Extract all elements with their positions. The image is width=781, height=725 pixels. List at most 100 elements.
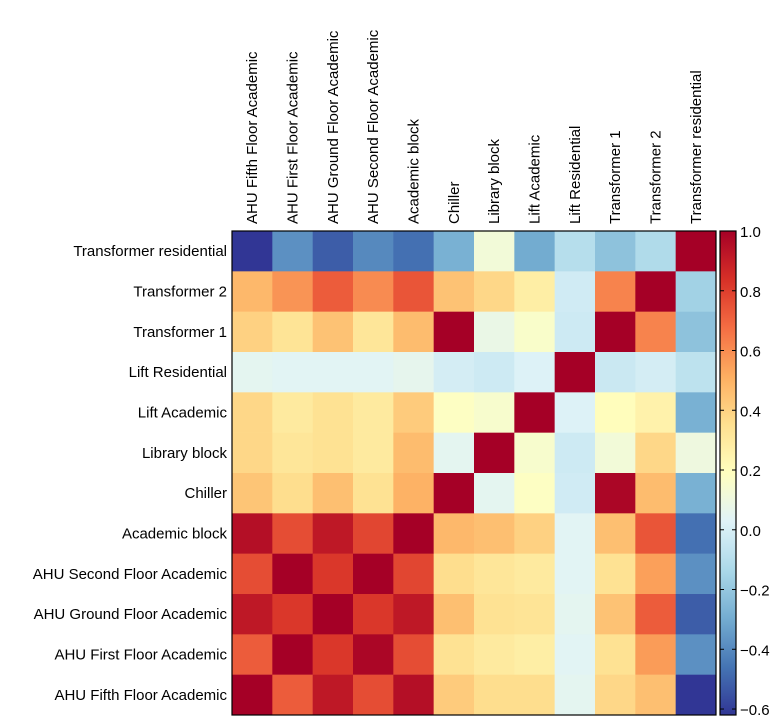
heatmap-cell (272, 352, 313, 393)
colorbar-tick-label: 0.6 (740, 344, 761, 361)
colorbar-tick-label: 0.4 (740, 403, 761, 420)
heatmap-cell (514, 231, 555, 272)
heatmap-cell (595, 352, 636, 393)
heatmap-cells (232, 231, 717, 716)
heatmap-cell (433, 473, 475, 514)
heatmap-cell (554, 513, 596, 554)
colorbar-ticks: 1.0 0.8 0.6 0.4 0.2 0.0 −0.2 −0.4 −0.6 (720, 224, 770, 719)
heatmap-cell (474, 271, 515, 312)
heatmap-cell (474, 473, 515, 514)
heatmap-cell (312, 674, 354, 716)
heatmap-cell (514, 271, 555, 312)
heatmap-cell (312, 594, 354, 635)
heatmap-cell (272, 432, 313, 474)
heatmap-cell (635, 311, 676, 353)
heatmap-cell (595, 392, 636, 433)
colorbar: 1.0 0.8 0.6 0.4 0.2 0.0 −0.2 −0.4 −0.6 (719, 224, 770, 719)
heatmap-cell (474, 553, 515, 595)
heatmap-cell (393, 473, 434, 514)
heatmap-cell (595, 231, 636, 272)
heatmap-cell (675, 432, 717, 474)
heatmap-cell (554, 271, 596, 312)
column-label: Academic block (406, 118, 423, 224)
heatmap-cell (312, 513, 354, 554)
heatmap-cell (232, 352, 273, 393)
heatmap-cell (312, 634, 354, 675)
column-label: Transformer 1 (607, 130, 624, 224)
heatmap-cell (433, 392, 475, 433)
heatmap-cell (554, 674, 596, 716)
heatmap-cell (514, 594, 555, 635)
colorbar-tick-label: −0.6 (740, 702, 770, 719)
heatmap-cell (433, 432, 475, 474)
row-label: Lift Academic (138, 405, 228, 422)
heatmap-cell (272, 271, 313, 312)
heatmap-cell (635, 674, 676, 716)
heatmap-cell (554, 473, 596, 514)
heatmap-cell (554, 231, 596, 272)
heatmap-cell (312, 231, 354, 272)
heatmap-cell (474, 432, 515, 474)
heatmap-cell (232, 231, 273, 272)
heatmap-cell (232, 271, 273, 312)
heatmap-cell (514, 513, 555, 554)
heatmap-cell (272, 311, 313, 353)
heatmap-cell (595, 432, 636, 474)
heatmap-cell (232, 473, 273, 514)
heatmap-cell (675, 352, 717, 393)
heatmap-cell (675, 553, 717, 595)
heatmap-cell (433, 594, 475, 635)
colorbar-tick-label: 0.2 (740, 463, 761, 480)
heatmap-cell (353, 473, 394, 514)
heatmap-cell (232, 634, 273, 675)
heatmap-cell (353, 311, 394, 353)
heatmap-cell (353, 513, 394, 554)
heatmap-cell (595, 674, 636, 716)
heatmap-cell (232, 513, 273, 554)
heatmap-cell (675, 231, 717, 272)
heatmap-cell (514, 432, 555, 474)
heatmap-cell (635, 392, 676, 433)
row-label: Academic block (122, 526, 228, 543)
heatmap-cell (353, 553, 394, 595)
heatmap-cell (595, 553, 636, 595)
heatmap-cell (393, 352, 434, 393)
heatmap-cell (554, 352, 596, 393)
heatmap-cell (433, 634, 475, 675)
column-label: AHU First Floor Academic (285, 51, 302, 224)
heatmap-cell (433, 674, 475, 716)
heatmap-cell (353, 674, 394, 716)
column-label: Chiller (446, 181, 463, 224)
heatmap-cell (272, 473, 313, 514)
column-label: AHU Second Floor Academic (365, 29, 382, 224)
heatmap-cell (353, 432, 394, 474)
heatmap-cell (353, 634, 394, 675)
heatmap-cell (353, 271, 394, 312)
colorbar-tick-label: 0.8 (740, 284, 761, 301)
heatmap-cell (635, 231, 676, 272)
heatmap-cell (232, 311, 273, 353)
heatmap-cell (232, 392, 273, 433)
column-label: Library block (486, 138, 503, 224)
heatmap-cell (554, 594, 596, 635)
column-label: Transformer residential (688, 70, 705, 224)
heatmap-cell (635, 553, 676, 595)
heatmap-cell (514, 352, 555, 393)
column-label: AHU Fifth Floor Academic (244, 51, 261, 224)
colorbar-tick-label: −0.4 (740, 642, 770, 659)
heatmap-cell (635, 594, 676, 635)
colorbar-tick-label: −0.2 (740, 583, 770, 600)
heatmap-cell (514, 553, 555, 595)
heatmap-cell (232, 674, 273, 716)
heatmap-cell (675, 513, 717, 554)
heatmap-cell (433, 271, 475, 312)
heatmap-cell (675, 634, 717, 675)
plot-frame (231, 230, 717, 716)
heatmap-cell (474, 392, 515, 433)
heatmap-cell (312, 271, 354, 312)
heatmap-cell (635, 513, 676, 554)
colorbar-tick-label: 0.0 (740, 523, 761, 540)
heatmap-cell (635, 271, 676, 312)
heatmap-cell (393, 553, 434, 595)
